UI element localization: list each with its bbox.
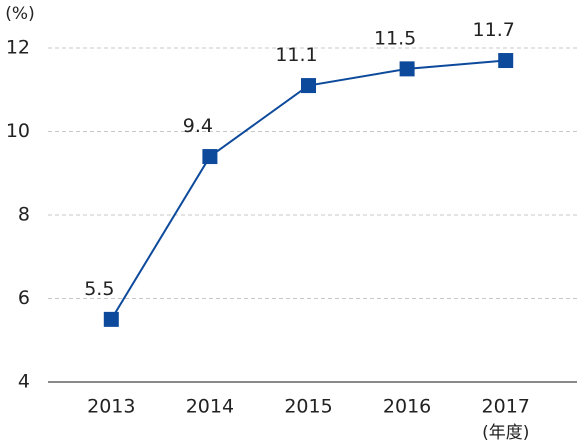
- data-label: 11.5: [374, 27, 416, 49]
- data-point: [301, 78, 316, 94]
- y-tick-label: 4: [18, 371, 30, 393]
- data-label: 5.5: [84, 278, 114, 300]
- y-tick-label: 10: [6, 120, 30, 142]
- data-line: [110, 59, 506, 320]
- y-axis-label: (%): [5, 4, 34, 24]
- x-axis-label: (年度): [482, 423, 529, 443]
- x-tick-label: 2015: [284, 396, 332, 418]
- x-tick-label: 2014: [186, 396, 234, 418]
- y-tick-label: 6: [18, 287, 30, 309]
- data-point: [399, 61, 415, 77]
- data-point: [498, 53, 514, 69]
- x-tick-label: 2017: [482, 396, 530, 418]
- data-label: 11.1: [275, 44, 317, 66]
- x-tick-label: 2013: [87, 396, 135, 418]
- x-tick-label: 2016: [383, 396, 431, 418]
- data-point: [103, 311, 119, 327]
- y-tick-label: 12: [6, 37, 30, 59]
- y-tick-label: 8: [18, 204, 30, 226]
- data-label: 9.4: [183, 115, 213, 137]
- data-label: 11.7: [473, 19, 515, 41]
- data-point: [202, 149, 218, 165]
